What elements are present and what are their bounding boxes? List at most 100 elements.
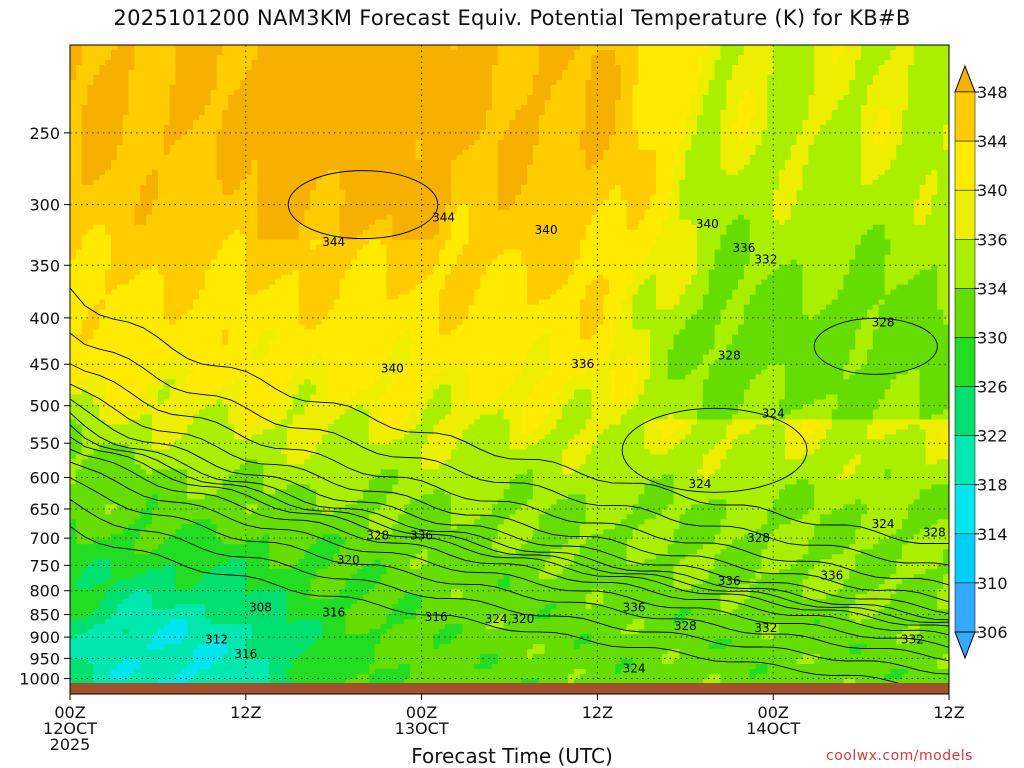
contour-lines: [70, 170, 949, 689]
y-tick-label: 300: [29, 196, 60, 215]
x-tick-label: 00Z: [54, 703, 85, 722]
contour-label: 344: [322, 235, 345, 249]
contour-line: [70, 332, 949, 566]
contour-label: 328: [674, 619, 697, 633]
colorbar-label: 330: [977, 328, 1008, 347]
y-tick-label: 500: [29, 397, 60, 416]
contour-line: [70, 498, 949, 675]
colorbar-segment: [954, 435, 976, 485]
y-tick-label: 950: [29, 649, 60, 668]
x-tick-label: 2025: [50, 735, 91, 754]
y-tick-label: 400: [29, 309, 60, 328]
contour-label: 340: [535, 223, 558, 237]
colorbar: 348 344 340 336 334 330 326 322 318 314 310 306: [954, 64, 1008, 660]
contour-label: 308: [249, 601, 272, 615]
x-tick-label: 12Z: [933, 703, 964, 722]
colorbar-label: 322: [977, 427, 1008, 446]
contour-line: [70, 412, 949, 621]
colorbar-label: 314: [977, 525, 1008, 544]
colorbar-segment: [954, 140, 976, 191]
contour-label: 340: [381, 362, 404, 376]
contour-label: 340: [696, 217, 719, 231]
contour-label: 324: [762, 406, 785, 420]
contour-label: 320: [337, 553, 360, 567]
contour-label: 336: [571, 357, 594, 371]
contour-labels: 344 344 340 340 336 332 328 328 336 340 324 324 324 3…: [205, 211, 946, 676]
contour-label: 332: [754, 621, 777, 635]
x-tick-label: 13OCT: [395, 719, 449, 738]
y-tick-label: 650: [29, 500, 60, 519]
colorbar-segment: [954, 337, 976, 387]
y-tick-label: 350: [29, 256, 60, 275]
y-tick-label: 600: [29, 468, 60, 487]
y-tick-label: 800: [29, 582, 60, 601]
colorbar-label: 344: [977, 132, 1008, 151]
y-tick-label: 550: [29, 434, 60, 453]
contour-label: 324: [623, 662, 646, 676]
y-tick-label: 1000: [19, 670, 60, 689]
contour-label: 336: [732, 241, 755, 255]
colorbar-segment: [954, 189, 976, 240]
chart-title: 2025101200 NAM3KM Forecast Equiv. Potent…: [113, 6, 911, 30]
x-tick-label: 00Z: [758, 703, 789, 722]
theta-e-field: [70, 45, 949, 694]
y-tick-label: 250: [29, 124, 60, 143]
y-tick-label: 900: [29, 628, 60, 647]
y-tick-label: 700: [29, 529, 60, 548]
colorbar-label: 326: [977, 378, 1008, 397]
colorbar-arrow-top: [954, 64, 976, 93]
contour-line: [621, 407, 808, 493]
contour-label: 336: [820, 569, 843, 583]
colorbar-segment: [954, 386, 976, 436]
contour-label: 332: [901, 632, 924, 646]
colorbar-arrow-bottom: [954, 631, 976, 660]
contour-label: 324,320: [485, 612, 535, 626]
colorbar-label: 306: [977, 623, 1008, 642]
contour-label: 328: [872, 316, 895, 330]
x-tick-label: 12Z: [230, 703, 261, 722]
contour-label: 328: [366, 528, 389, 542]
colorbar-segment: [954, 484, 976, 535]
contour-label: 316: [234, 647, 257, 661]
contour-label: 328: [747, 531, 770, 545]
contour-label: 336: [718, 574, 741, 588]
contour-label: 336: [623, 601, 646, 615]
contour-label: 316: [425, 610, 448, 624]
colorbar-label: 318: [977, 476, 1008, 495]
contour-label: 328: [923, 525, 946, 539]
colorbar-segment: [954, 582, 976, 633]
contour-label: 324: [872, 517, 895, 531]
colorbar-segment: [954, 239, 976, 289]
contour-line: [70, 526, 949, 689]
x-tick-label: 12OCT: [43, 719, 97, 738]
colorbar-segment: [954, 91, 976, 142]
contour-label: 312: [205, 632, 228, 646]
ground-surface: [70, 683, 949, 694]
contour-line: [70, 383, 949, 603]
y-tick-label: 750: [29, 556, 60, 575]
contour-label: 324: [688, 477, 711, 491]
contour-label: 344: [432, 211, 455, 225]
x-tick-label: 12Z: [582, 703, 613, 722]
credit-text: coolwx.com/models: [826, 748, 973, 764]
x-tick-label: 14OCT: [746, 719, 800, 738]
contour-label: 336: [410, 528, 433, 542]
contour-line: [70, 461, 949, 648]
colorbar-label: 336: [977, 230, 1008, 249]
colorbar-label: 340: [977, 181, 1008, 200]
contour-line: [70, 363, 949, 586]
contour-line: [813, 317, 938, 375]
contour-label: 328: [718, 348, 741, 362]
contour-line: [70, 477, 949, 662]
colorbar-label: 334: [977, 279, 1008, 298]
colorbar-label: 348: [977, 83, 1008, 102]
contour-label: 316: [322, 605, 345, 619]
contour-line: [70, 436, 949, 627]
contour-line: [70, 398, 949, 615]
contour-line: [70, 424, 949, 623]
contour-line: [287, 170, 439, 240]
colorbar-segment: [954, 533, 976, 584]
x-tick-label: 00Z: [406, 703, 437, 722]
